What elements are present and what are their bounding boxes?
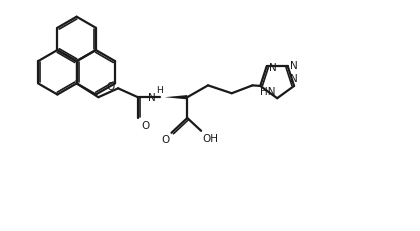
- Text: H: H: [156, 85, 163, 94]
- Text: N: N: [290, 74, 298, 84]
- Polygon shape: [165, 96, 187, 100]
- Text: N: N: [148, 93, 156, 103]
- Text: N: N: [290, 61, 298, 71]
- Text: O: O: [106, 82, 115, 91]
- Text: OH: OH: [202, 133, 218, 143]
- Text: N: N: [269, 63, 277, 73]
- Text: O: O: [161, 135, 170, 145]
- Text: O: O: [142, 121, 150, 131]
- Text: HN: HN: [260, 87, 276, 97]
